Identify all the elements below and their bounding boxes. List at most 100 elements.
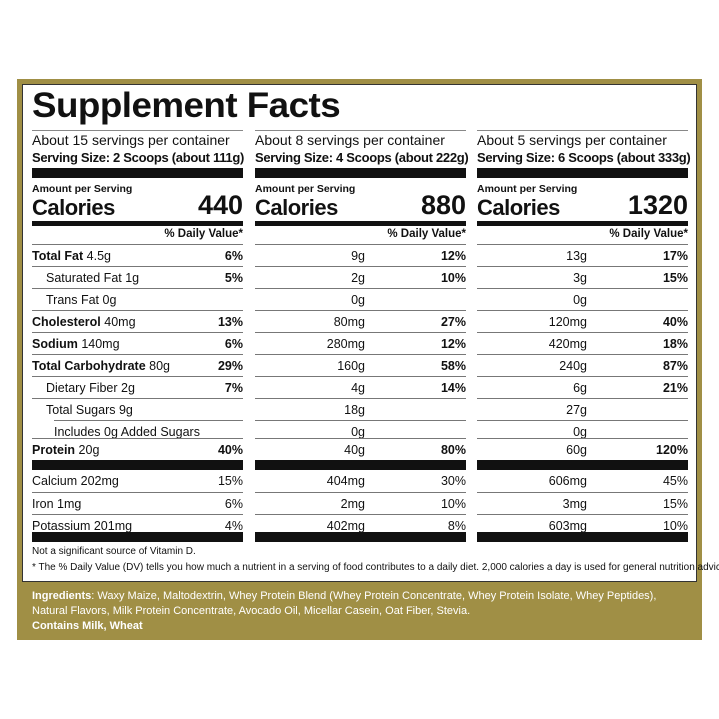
nutrient-row: 80mg 27% [255,310,466,332]
nutrient-row: 3mg 15% [477,492,688,514]
nutrient-name: Cholesterol [32,315,101,329]
amount-per-serving: Amount per Serving [255,183,356,195]
nutrient-amount: 3mg [562,497,587,511]
medium-divider [32,221,243,226]
nutrient-amount: 80g [149,359,171,373]
thick-divider [32,168,243,178]
nutrient-name: Total Fat [32,249,84,263]
facts-panel [22,84,697,582]
daily-value-percent: 87% [662,359,688,373]
nutrient-row: 420mg 18% [477,332,688,354]
nutrient-row: Cholesterol 40mg 13% [32,310,243,332]
medium-divider [255,221,466,226]
daily-value-percent: 12% [440,249,466,263]
thick-divider [477,168,688,178]
daily-value-percent: 21% [662,381,688,395]
daily-value-percent: 10% [440,497,466,511]
daily-value-header: % Daily Value* [387,228,466,240]
allergens: Contains Milk, Wheat [32,620,143,632]
nutrient-row: 240g 87% [477,354,688,376]
nutrient-amount: 0g [351,425,365,439]
daily-value-percent: 6% [224,337,243,351]
nutrient-row: Sodium 140mg 6% [32,332,243,354]
nutrient-name: Includes 0g Added Sugars [54,425,200,439]
nutrient-row: Dietary Fiber 2g 7% [32,376,243,398]
nutrient-row: Potassium 201mg 4% [32,514,243,536]
nutrient-row: 0g [255,420,466,442]
nutrient-name: Sodium [32,337,78,351]
nutrient-name: Total Carbohydrate [32,359,146,373]
nutrient-row: 120mg 40% [477,310,688,332]
nutrient-label: Protein 20g [32,443,99,457]
nutrient-label: Total Fat 4.5g [32,249,111,263]
daily-value-percent: 45% [662,474,688,488]
dv-footnote: * The % Daily Value (DV) tells you how m… [32,562,719,573]
nutrient-label: Calcium 202mg [32,474,119,488]
daily-value-header: % Daily Value* [609,228,688,240]
nutrient-row: 18g [255,398,466,420]
daily-value-percent: 13% [217,315,243,329]
divider [32,130,243,131]
ingredients-label: Ingredients [32,590,92,602]
thick-divider [477,460,688,470]
nutrient-amount: 240g [559,359,587,373]
nutrient-row: Iron 1mg 6% [32,492,243,514]
nutrient-name: Trans Fat [46,293,100,307]
nutrient-amount: 404mg [326,474,365,488]
nutrient-label: Trans Fat 0g [46,293,116,307]
calories-value: 1320 [627,190,688,220]
nutrient-name: Dietary Fiber [46,381,118,395]
nutrient-row: Total Sugars 9g [32,398,243,420]
nutrient-amount: 20g [78,443,100,457]
nutrient-row: Calcium 202mg 15% [32,470,243,492]
nutrient-amount: 80mg [333,315,365,329]
thick-divider [255,460,466,470]
nutrient-row: 4g 14% [255,376,466,398]
calories-label: Calories [477,195,560,220]
daily-value-percent: 18% [662,337,688,351]
thick-divider [32,460,243,470]
calories-value: 880 [420,190,466,220]
nutrient-name: Iron [32,497,54,511]
serving-size: Serving Size: 2 Scoops (about 111g) [32,150,245,165]
daily-value-percent: 15% [662,497,688,511]
servings-per-container: About 15 servings per container [32,132,230,148]
nutrient-row: 27g [477,398,688,420]
nutrient-label: Dietary Fiber 2g [46,381,135,395]
nutrient-amount: 2mg [340,497,365,511]
nutrient-amount: 0g [573,293,587,307]
nutrient-row: 13g 17% [477,244,688,266]
nutrient-row: 606mg 45% [477,470,688,492]
amount-per-serving: Amount per Serving [32,183,133,195]
nutrient-amount: 402mg [326,519,365,533]
servings-per-container: About 5 servings per container [477,132,667,148]
nutrient-label: Includes 0g Added Sugars [54,425,200,439]
nutrient-name: Total Sugars [46,403,116,417]
nutrient-row: Total Fat 4.5g 6% [32,244,243,266]
daily-value-percent: 15% [662,271,688,285]
nutrient-label: Saturated Fat 1g [46,271,139,285]
daily-value-percent: 6% [224,497,243,511]
daily-value-header: % Daily Value* [164,228,243,240]
nutrient-row: 402mg 8% [255,514,466,536]
nutrient-name: Potassium [32,519,91,533]
servings-per-container: About 8 servings per container [255,132,445,148]
nutrient-row: 9g 12% [255,244,466,266]
nutrient-amount: 160g [337,359,365,373]
daily-value-percent: 7% [224,381,243,395]
nutrient-amount: 9g [351,249,365,263]
daily-value-percent: 14% [440,381,466,395]
nutrient-name: Calcium [32,474,78,488]
nutrient-row: 40g 80% [255,438,466,460]
nutrient-row: Protein 20g 40% [32,438,243,460]
nutrient-row: 0g [477,288,688,310]
nutrient-amount: 4g [351,381,365,395]
nutrient-amount: 201mg [93,519,133,533]
page-title: Supplement Facts [32,86,341,125]
ingredients-text: : Waxy Maize, Maltodextrin, Whey Protein… [32,590,657,617]
daily-value-percent: 10% [440,271,466,285]
calories-label: Calories [32,195,115,220]
nutrient-amount: 6g [573,381,587,395]
nutrient-label: Cholesterol 40mg [32,315,136,329]
daily-value-percent: 27% [440,315,466,329]
